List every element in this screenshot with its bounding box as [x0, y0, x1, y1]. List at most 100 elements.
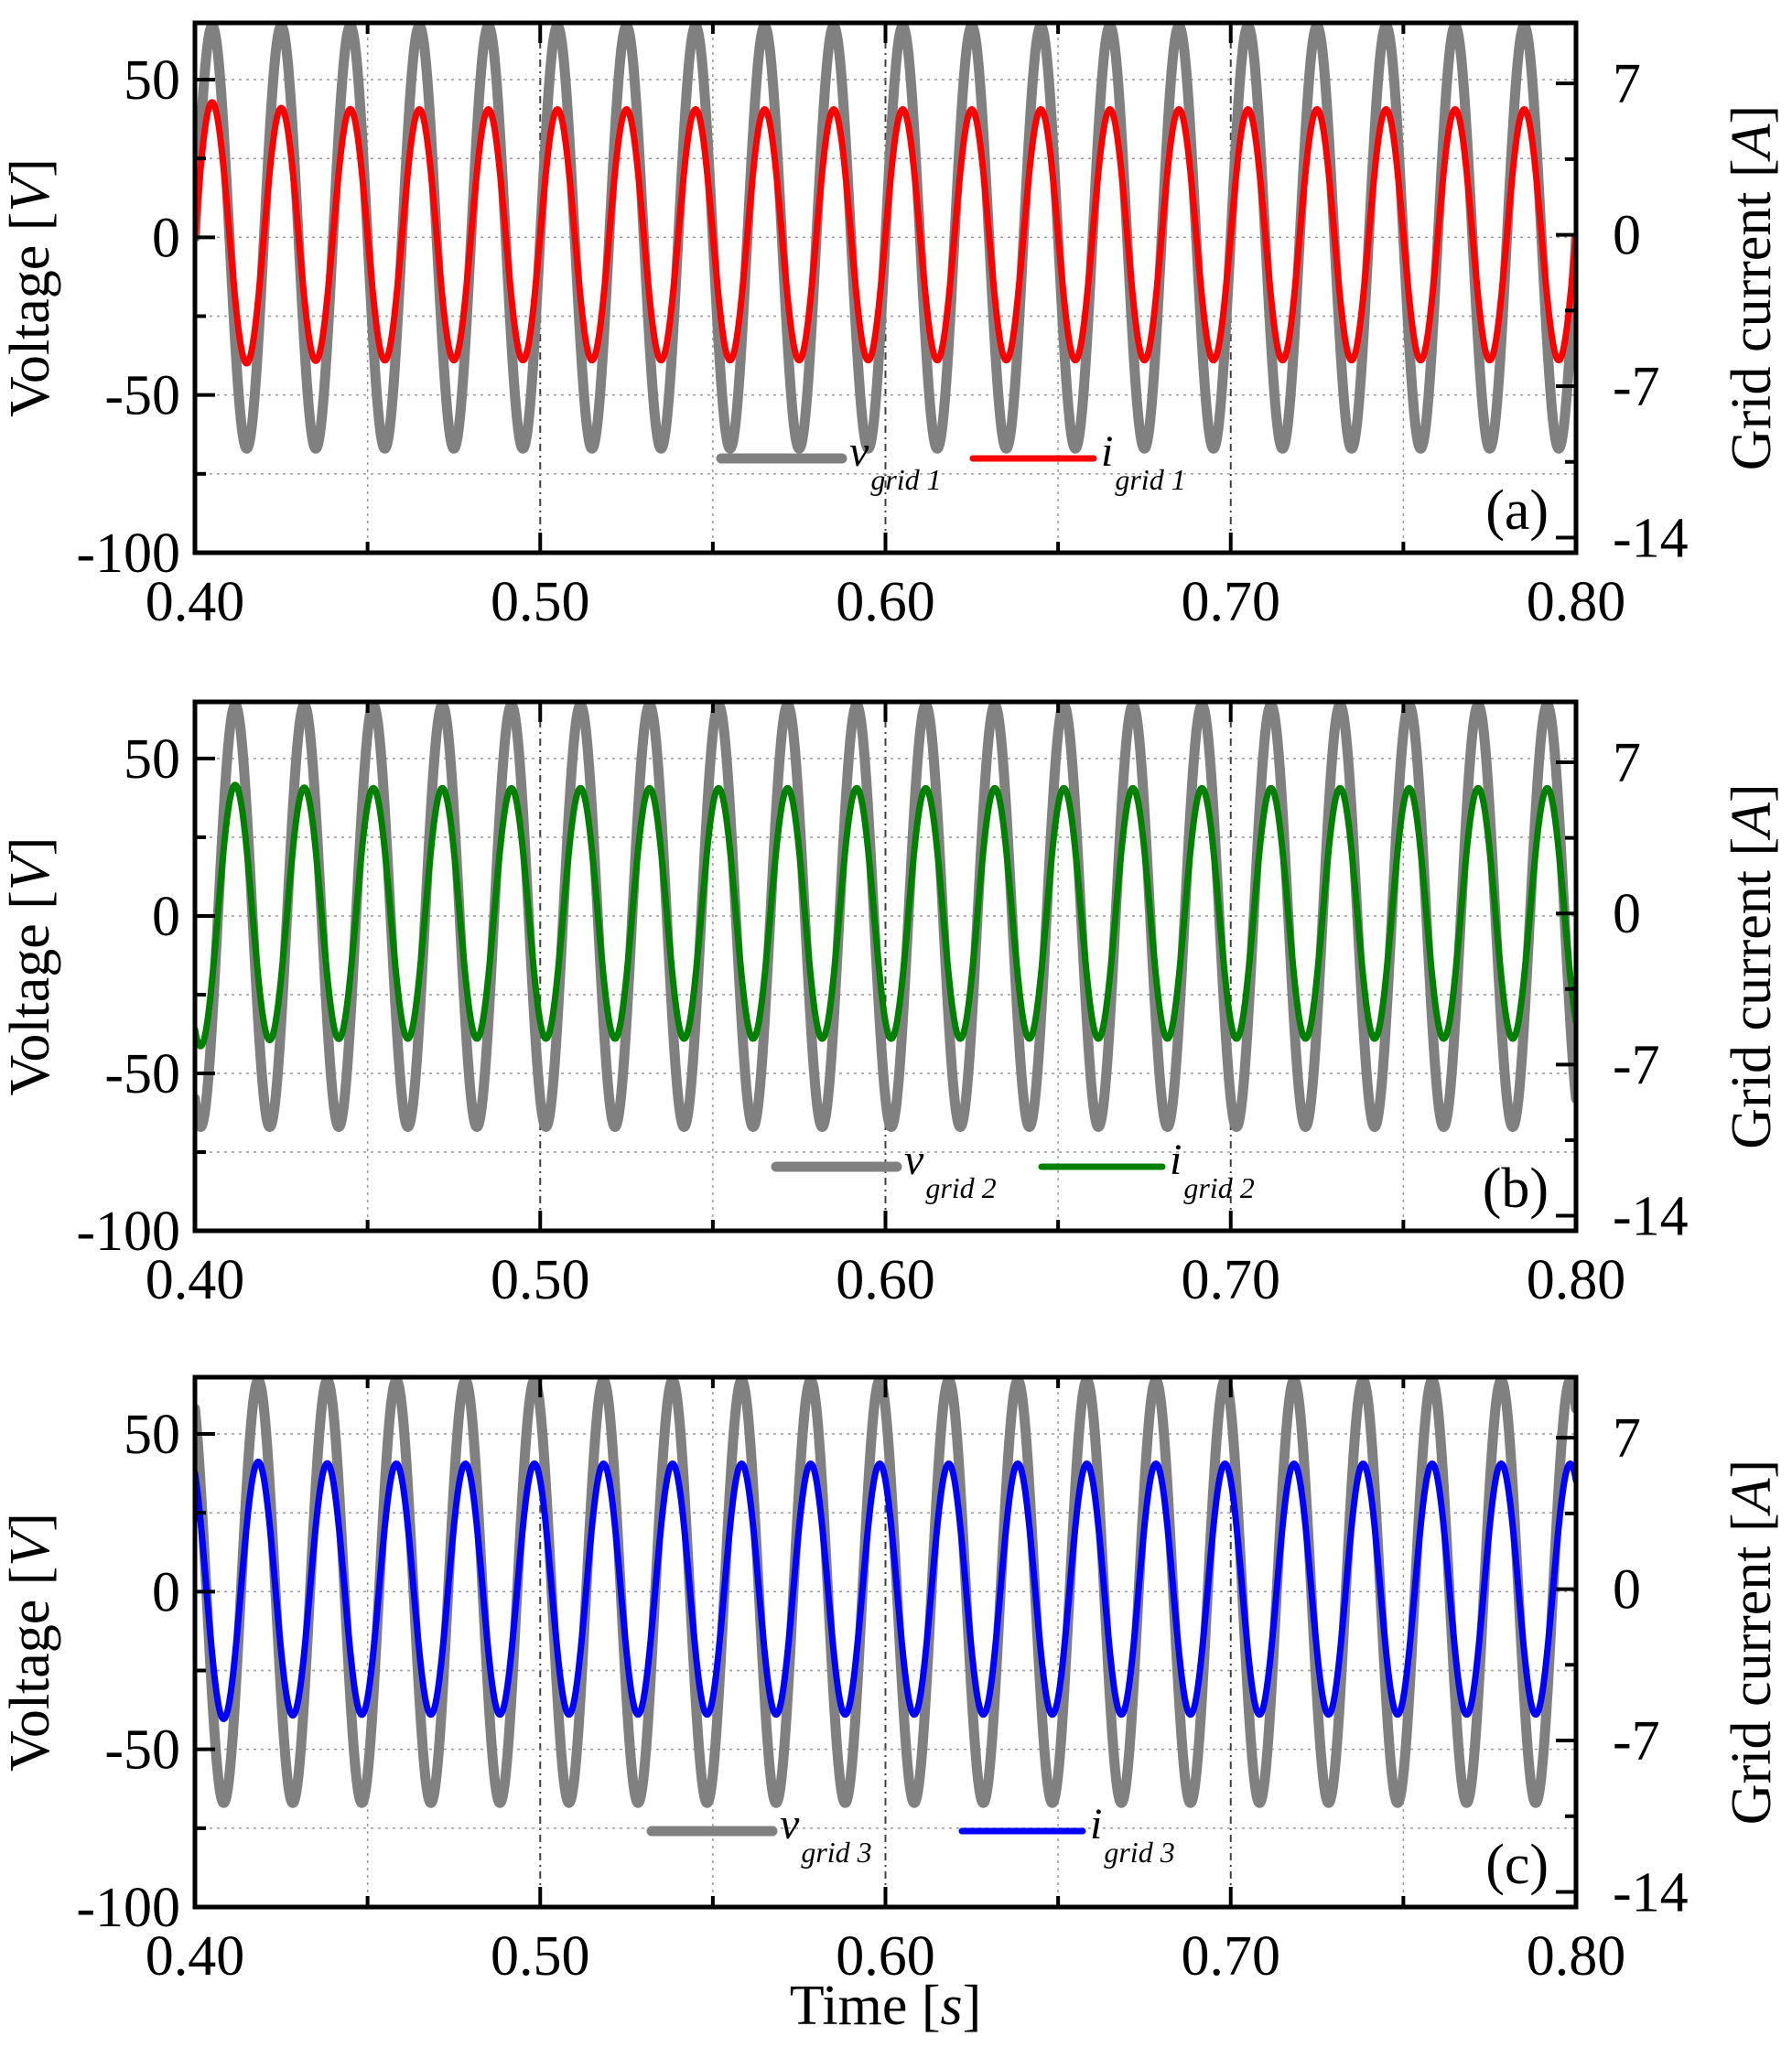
- legend-label-v: vgrid 2: [904, 1136, 997, 1204]
- legend-subscript: grid 3: [1104, 1836, 1174, 1869]
- y-tick-label-right: 0: [1613, 205, 1641, 267]
- x-axis-title: Time [s]: [790, 1975, 982, 2037]
- y-tick-label-right: -14: [1613, 1185, 1689, 1247]
- legend-symbol: i: [1170, 1136, 1182, 1184]
- x-axis-title-unit: s: [941, 1975, 963, 2037]
- x-tick-label: 0.60: [836, 571, 935, 633]
- y-tick-label-right: 0: [1613, 1559, 1641, 1622]
- y-tick-label-right: -7: [1613, 1710, 1660, 1773]
- y-tick-label-left: 0: [152, 207, 180, 269]
- x-tick-label: 0.40: [146, 571, 245, 633]
- legend-symbol: v: [849, 427, 869, 476]
- y-tick-label-right: -14: [1613, 1861, 1689, 1924]
- y-tick-label-right: 7: [1613, 53, 1641, 115]
- y-axis-title-right-text: Grid current [: [1721, 1513, 1783, 1825]
- panel-1: 0.40 0.50 0.60 0.70 0.80 50 0 -50 -100 7 0 -7 -14 Vol…: [0, 20, 1783, 633]
- y-axis-right: 7 0 -7 -14: [1556, 53, 1689, 569]
- x-tick-label: 0.60: [836, 1925, 935, 1988]
- y-axis-left: 50 0 -50 -100: [76, 49, 215, 585]
- y-axis-title-left: Voltage [V]: [0, 837, 61, 1096]
- y-axis-title-left-unit: V: [0, 1526, 61, 1567]
- legend-label-v: vgrid 3: [780, 1800, 872, 1869]
- legend-label-i: igrid 3: [1090, 1800, 1175, 1869]
- y-tick-label-left: 0: [152, 886, 180, 948]
- panel-3: 0.40 0.50 0.60 0.70 0.80 50 0 -50 -100 7 0 -7 -14 Vol…: [0, 1374, 1783, 2037]
- y-axis-title-right-unit: A: [1721, 802, 1783, 841]
- y-axis-title-right: Grid current [A]: [1721, 1460, 1783, 1825]
- y-tick-label-right: -7: [1613, 356, 1660, 418]
- x-tick-label: 0.80: [1527, 1925, 1626, 1988]
- y-tick-label-left: 50: [124, 49, 180, 112]
- y-tick-label-right: -7: [1613, 1034, 1660, 1096]
- y-tick-label-left: 50: [124, 1404, 180, 1466]
- panel-label: (c): [1485, 1834, 1549, 1896]
- legend-symbol: v: [904, 1136, 924, 1184]
- legend-label-i: igrid 1: [1101, 427, 1186, 496]
- x-tick-label: 0.70: [1182, 1925, 1281, 1988]
- y-tick-label-left: -50: [104, 1719, 180, 1782]
- y-axis-title-left-text: Voltage [: [0, 890, 61, 1095]
- x-tick-label: 0.40: [146, 1925, 245, 1988]
- y-tick-label-left: -100: [76, 523, 180, 585]
- panel-label: (b): [1483, 1158, 1549, 1220]
- y-axis-title-right-close: ]: [1721, 783, 1783, 803]
- legend-symbol: i: [1101, 427, 1113, 476]
- y-tick-label-left: -50: [104, 1043, 180, 1105]
- y-axis-title-right-close: ]: [1721, 1460, 1783, 1479]
- x-tick-label: 0.80: [1527, 571, 1626, 633]
- legend-label-v: vgrid 1: [849, 427, 942, 496]
- legend-subscript: grid 1: [1115, 463, 1185, 496]
- legend-label-i: igrid 2: [1170, 1136, 1255, 1204]
- y-tick-label-right: 7: [1613, 1407, 1641, 1470]
- y-tick-label-right: 7: [1613, 732, 1641, 794]
- y-axis-right: 7 0 -7 -14: [1556, 732, 1689, 1247]
- y-axis-title-left-close: ]: [0, 1513, 61, 1532]
- y-tick-label-left: -50: [104, 365, 180, 427]
- legend-symbol: i: [1090, 1800, 1102, 1848]
- x-axis-title-close: ]: [963, 1975, 982, 2037]
- y-axis-title-left-close: ]: [0, 158, 61, 178]
- y-axis-title-left: Voltage [V]: [0, 1513, 61, 1772]
- legend-subscript: grid 3: [801, 1836, 871, 1869]
- y-axis-title-left-text: Voltage [: [0, 1567, 61, 1772]
- series-line-i-grid-1: [195, 99, 1576, 367]
- y-axis-title-right-text: Grid current [: [1721, 837, 1783, 1149]
- x-tick-label: 0.50: [491, 1249, 590, 1311]
- panel-2: 0.40 0.50 0.60 0.70 0.80 50 0 -50 -100 7 0 -7 -14 Vol…: [0, 699, 1783, 1311]
- grid: [195, 702, 1576, 1231]
- y-axis-title-left-unit: V: [0, 172, 61, 212]
- y-tick-label-left: -100: [76, 1201, 180, 1263]
- y-axis-title-right: Grid current [A]: [1721, 783, 1783, 1148]
- x-axis-title-text: Time [: [790, 1975, 941, 2037]
- x-tick-label: 0.70: [1182, 571, 1281, 633]
- y-axis-title-right-unit: A: [1721, 1477, 1783, 1516]
- x-tick-label: 0.70: [1182, 1249, 1281, 1311]
- x-tick-label: 0.60: [836, 1249, 935, 1311]
- y-axis-left: 50 0 -50 -100: [76, 1404, 215, 1939]
- panel-label: (a): [1485, 480, 1549, 542]
- legend-symbol: v: [780, 1800, 800, 1848]
- y-axis-title-right-close: ]: [1721, 105, 1783, 124]
- series-group: [195, 23, 1576, 454]
- series-line-i-grid-2: [195, 781, 1576, 1050]
- y-axis-title-left-close: ]: [0, 837, 61, 857]
- y-tick-label-left: 0: [152, 1561, 180, 1623]
- series-group: [195, 702, 1576, 1132]
- y-tick-label-right: 0: [1613, 883, 1641, 945]
- y-tick-label-right: -14: [1613, 507, 1689, 569]
- legend-subscript: grid 1: [870, 463, 941, 496]
- y-axis-left: 50 0 -50 -100: [76, 728, 215, 1263]
- y-axis-title-right-text: Grid current [: [1721, 158, 1783, 470]
- x-tick-label: 0.50: [491, 1925, 590, 1988]
- x-axis: 0.40 0.50 0.60 0.70 0.80: [146, 23, 1626, 633]
- y-axis-title-left-unit: V: [0, 850, 61, 890]
- x-tick-label: 0.40: [146, 1249, 245, 1311]
- y-axis-right: 7 0 -7 -14: [1556, 1407, 1689, 1924]
- y-tick-label-left: 50: [124, 728, 180, 791]
- legend-subscript: grid 2: [925, 1171, 996, 1204]
